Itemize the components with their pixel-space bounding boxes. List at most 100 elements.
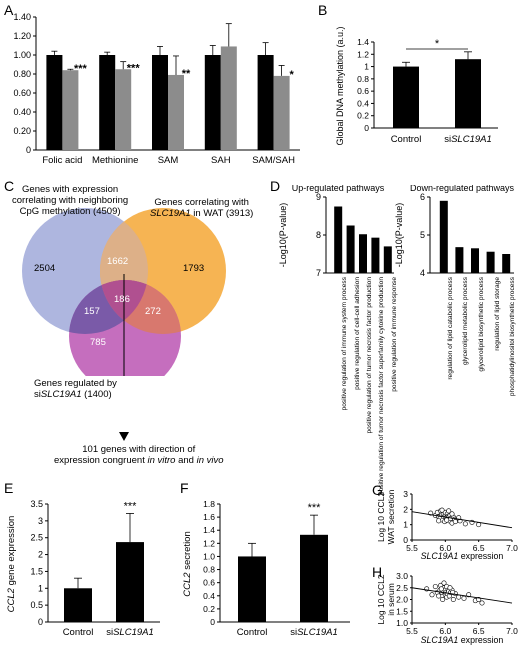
- venn-region-orange-purple: [100, 280, 181, 334]
- scatter-point: [436, 593, 442, 599]
- scatter-point: [447, 585, 453, 591]
- y-tick-label: 1.4: [203, 525, 215, 535]
- y-axis-label: in serum: [386, 583, 396, 616]
- venn-count-blue: 2504: [34, 263, 56, 274]
- scatter-point: [429, 592, 435, 598]
- y-tick-label: 1.6: [203, 512, 215, 522]
- venn-count-orange-purple: 272: [145, 306, 161, 317]
- venn-result-mid: and: [175, 455, 197, 466]
- pathway-category-label: regulation of lipid catabolic process: [446, 277, 454, 380]
- y-tick-label: 3: [403, 489, 408, 499]
- venn-label-bottom-line1: Genes regulated by: [34, 378, 117, 389]
- y-tick-label: 1.4: [357, 37, 369, 47]
- bar-treated: [62, 70, 79, 150]
- bar: [471, 248, 479, 273]
- y-tick-label: 0: [403, 535, 408, 545]
- chart-f: 0 0.2 0.4 0.6 0.8 1.0 1.2 1.4 1.6 1.8 Control siSLC…: [182, 499, 350, 638]
- scatter-point: [444, 517, 450, 523]
- y-tick-label: 3: [38, 516, 43, 526]
- scatter-point: [452, 519, 458, 525]
- y-axis-label: CCL2 gene expression: [6, 516, 17, 613]
- venn-result-in-vitro: in vitro: [147, 455, 176, 466]
- venn-count-blue-orange: 1662: [107, 256, 129, 267]
- bar-control: [152, 55, 168, 150]
- venn-label-bottom-gene: SLC19A1: [40, 389, 82, 400]
- venn-result-line1: 101 genes with direction of: [82, 444, 196, 455]
- category-label: Methionine: [92, 155, 138, 166]
- y-axis-label: Log 10 CCL2: [376, 574, 386, 624]
- significance-marker: *: [289, 69, 294, 81]
- bar-control: [257, 55, 274, 150]
- venn-label-right: Genes correlating with SLC19A1 in WAT (3…: [150, 197, 253, 219]
- trend-line: [411, 587, 513, 604]
- y-axis-label: CCL2 secretion: [182, 531, 193, 596]
- scatter-point: [450, 596, 456, 602]
- y-tick-label: 0.2: [357, 111, 369, 121]
- trend-line: [411, 511, 513, 529]
- scatter-point: [461, 595, 467, 601]
- panel-label-h: H: [372, 564, 383, 580]
- y-tick-label: 3.0: [396, 571, 408, 581]
- scatter-point: [438, 586, 444, 592]
- category-label: Control: [237, 627, 268, 638]
- category-label: SAH: [211, 155, 231, 166]
- panel-label-c: C: [4, 178, 15, 194]
- venn-region-blue-purple: [69, 280, 148, 334]
- y-tick-label: 1.0: [396, 618, 408, 628]
- y-tick-label: 5: [420, 230, 425, 240]
- y-axis-label: -Log10(P-value): [278, 203, 288, 268]
- y-tick-label: 0: [364, 123, 369, 133]
- venn-arrow-head: [119, 432, 129, 441]
- category-label: SAM: [158, 155, 179, 166]
- venn-label-bottom-line2: siSLC19A1 (1400): [34, 389, 117, 400]
- significance-marker: ***: [124, 500, 138, 512]
- y-tick-label: 1.00: [13, 50, 31, 60]
- y-tick-label: 7: [316, 268, 321, 278]
- y-tick-label: 1: [364, 62, 369, 72]
- x-tick-label: 6.0: [439, 543, 451, 553]
- y-axis-label: Global DNA methylation (a.u.): [335, 26, 345, 145]
- chart-a: 0 0.20 0.40 0.60 0.80 1.00 1.20 1.40 Folic acid *…: [13, 12, 300, 166]
- y-tick-label: 1.2: [203, 538, 215, 548]
- venn-count-orange: 1793: [183, 263, 205, 274]
- pathway-category-label: positive regulation of immune system pro…: [341, 277, 349, 411]
- venn-label-right-line2: SLC19A1 in WAT (3913): [150, 208, 253, 219]
- y-tick-label: 0.4: [357, 98, 369, 108]
- x-tick-label: 7.0: [506, 543, 518, 553]
- bar: [455, 59, 481, 129]
- pathway-category-label: positive regulation of cell-cell adhesio…: [353, 277, 361, 390]
- venn-label-bottom-rest: (1400): [81, 389, 112, 400]
- x-axis-label: SLC19A1 expression: [421, 635, 504, 645]
- x-tick-label: 7.0: [506, 626, 518, 636]
- y-tick-label: 2: [403, 504, 408, 514]
- bar-control: [46, 55, 63, 150]
- pathway-category-label: regulation of lipid storage: [493, 277, 501, 351]
- y-tick-label: 0: [38, 617, 43, 627]
- bar: [439, 200, 448, 273]
- bar: [383, 246, 392, 273]
- bar: [359, 234, 367, 273]
- y-tick-label: 1.5: [396, 606, 408, 616]
- y-tick-label: 9: [316, 192, 321, 202]
- y-tick-label: 0.8: [357, 74, 369, 84]
- bar-treated: [220, 46, 237, 151]
- y-tick-label: 0: [210, 617, 215, 627]
- bar: [346, 225, 355, 273]
- y-tick-label: 3.5: [30, 499, 43, 509]
- x-tick-label: 5.5: [406, 626, 418, 636]
- venn-result-line2: expression congruent in vitro and in viv…: [54, 455, 224, 466]
- panel-label-d: D: [270, 178, 281, 194]
- significance-marker: ***: [308, 502, 322, 514]
- venn-label-right-line1: Genes correlating with: [154, 197, 249, 208]
- panel-label-a: A: [4, 2, 14, 18]
- panel-label-f: F: [180, 480, 189, 496]
- category-label: Folic acid: [42, 155, 82, 166]
- bar: [502, 254, 511, 273]
- y-tick-label: 0.6: [203, 578, 215, 588]
- venn-label-left-line2: correlating with neighboring: [12, 195, 129, 206]
- venn-overlaps: [69, 208, 181, 376]
- scatter-point: [449, 511, 455, 517]
- x-axis-label: SLC19A1 expression: [421, 551, 504, 561]
- category-label: siSLC19A1: [106, 627, 154, 638]
